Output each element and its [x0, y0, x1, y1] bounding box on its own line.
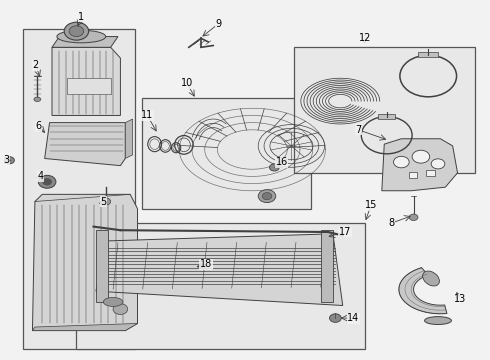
Polygon shape [96, 234, 343, 306]
Ellipse shape [57, 30, 106, 43]
Text: 17: 17 [339, 227, 351, 237]
Text: 12: 12 [359, 33, 371, 43]
Bar [96, 230, 108, 302]
Text: 4: 4 [38, 171, 44, 181]
Ellipse shape [422, 271, 440, 286]
Text: 16: 16 [275, 157, 288, 167]
Circle shape [101, 198, 111, 205]
Text: 1: 1 [78, 12, 84, 22]
Polygon shape [382, 139, 458, 191]
Bar [409, 172, 417, 178]
Text: 2: 2 [33, 60, 39, 70]
Bar [294, 47, 475, 173]
Circle shape [64, 22, 89, 40]
Circle shape [431, 159, 445, 169]
Polygon shape [52, 37, 118, 47]
Text: 3: 3 [3, 155, 10, 165]
Text: 7: 7 [355, 125, 362, 135]
Polygon shape [125, 119, 133, 158]
Bar [23, 30, 135, 348]
Circle shape [42, 178, 52, 185]
Circle shape [262, 193, 272, 200]
Circle shape [4, 157, 14, 164]
Ellipse shape [424, 317, 451, 324]
Text: 5: 5 [100, 197, 106, 207]
Text: 6: 6 [36, 121, 42, 131]
Bar [67, 78, 111, 94]
Text: 14: 14 [347, 313, 360, 323]
Text: 8: 8 [389, 218, 394, 228]
Bar [321, 230, 333, 302]
Text: 18: 18 [200, 259, 212, 269]
Polygon shape [32, 323, 138, 330]
Text: 15: 15 [365, 200, 377, 210]
Circle shape [258, 190, 276, 203]
Circle shape [393, 156, 409, 168]
Polygon shape [45, 123, 125, 166]
Circle shape [38, 175, 56, 188]
Circle shape [330, 314, 341, 322]
Polygon shape [32, 194, 138, 330]
Circle shape [69, 26, 84, 37]
Circle shape [270, 164, 279, 171]
Text: 11: 11 [141, 111, 153, 121]
Bar [426, 170, 435, 176]
Ellipse shape [103, 297, 123, 306]
Ellipse shape [34, 97, 41, 102]
Circle shape [113, 304, 128, 315]
Circle shape [409, 214, 418, 221]
Circle shape [412, 150, 430, 163]
Bar [143, 98, 311, 209]
Bar [76, 223, 365, 348]
Polygon shape [52, 47, 121, 116]
Text: 9: 9 [215, 19, 221, 29]
Text: 13: 13 [454, 294, 466, 304]
Text: 10: 10 [181, 78, 193, 88]
Bar [378, 114, 395, 119]
Bar [418, 51, 438, 57]
Polygon shape [399, 267, 447, 314]
